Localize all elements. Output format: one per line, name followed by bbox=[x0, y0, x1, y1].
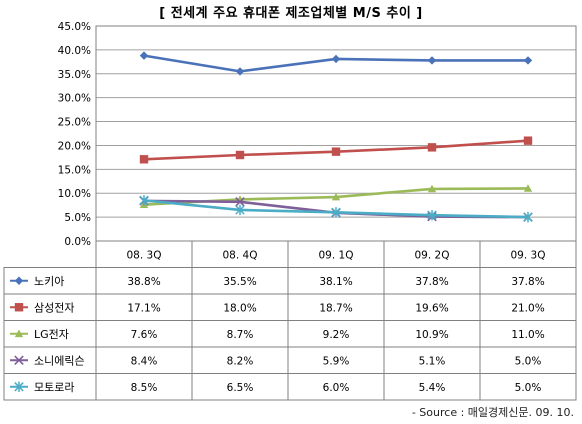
data-table-value: 9.2% bbox=[323, 329, 350, 341]
series-name: 삼성전자 bbox=[34, 301, 74, 314]
y-tick-label: 5.0% bbox=[64, 212, 91, 224]
data-point bbox=[331, 54, 341, 64]
series-1 bbox=[139, 51, 533, 76]
data-point bbox=[427, 143, 437, 152]
data-table-value: 5.4% bbox=[419, 382, 446, 394]
data-point bbox=[235, 197, 245, 207]
data-point bbox=[139, 195, 149, 206]
x-category-label: 09. 2Q bbox=[415, 249, 450, 261]
data-table-value: 5.1% bbox=[419, 355, 446, 367]
data-table-value: 8.4% bbox=[131, 355, 158, 367]
data-point bbox=[331, 147, 341, 156]
data-table-value: 10.9% bbox=[415, 329, 448, 341]
y-tick-label: 25.0% bbox=[58, 117, 91, 129]
y-tick-label: 40.0% bbox=[58, 45, 91, 57]
data-point bbox=[331, 207, 341, 218]
data-point bbox=[139, 155, 149, 164]
data-table-value: 5.0% bbox=[515, 355, 542, 367]
series-5 bbox=[139, 195, 533, 223]
data-table-value: 18.0% bbox=[223, 302, 256, 314]
data-table-value: 38.8% bbox=[127, 276, 160, 288]
chart-title: [ 전세계 주요 휴대폰 제조업체별 M/S 추이 ] bbox=[159, 6, 423, 21]
data-table-frame bbox=[3, 267, 577, 401]
data-table-value: 6.5% bbox=[227, 382, 254, 394]
y-tick-label: 45.0% bbox=[58, 21, 91, 33]
data-table-value: 35.5% bbox=[223, 276, 256, 288]
x-category-label: 08. 4Q bbox=[223, 249, 258, 261]
data-point bbox=[427, 56, 437, 65]
data-point bbox=[523, 56, 533, 65]
y-tick-label: 35.0% bbox=[58, 69, 91, 81]
data-point bbox=[235, 204, 245, 216]
series-name: LG전자 bbox=[34, 328, 69, 341]
data-table-value: 19.6% bbox=[415, 302, 448, 314]
series-2 bbox=[139, 136, 533, 164]
data-point bbox=[139, 51, 149, 60]
legend-key-marker bbox=[14, 303, 24, 312]
data-table-value: 21.0% bbox=[511, 302, 544, 314]
data-point bbox=[427, 184, 437, 193]
data-point bbox=[331, 192, 341, 201]
series-name: 노키아 bbox=[34, 275, 64, 288]
x-category-label: 09. 3Q bbox=[511, 249, 546, 261]
plot-area-frame bbox=[95, 25, 577, 242]
data-point bbox=[235, 150, 245, 160]
data-table-value: 5.0% bbox=[515, 382, 542, 394]
data-point bbox=[523, 136, 533, 145]
data-point bbox=[235, 67, 245, 76]
legend-key-marker bbox=[14, 381, 24, 392]
data-table-value: 6.0% bbox=[323, 382, 350, 394]
data-table-value: 17.1% bbox=[127, 302, 160, 314]
data-table-value: 11.0% bbox=[511, 329, 544, 341]
data-point bbox=[427, 210, 437, 221]
series-name: 소니에릭슨 bbox=[34, 354, 85, 367]
data-table-value: 18.7% bbox=[319, 302, 352, 314]
legend-key-marker bbox=[14, 276, 24, 285]
data-table-value: 38.1% bbox=[319, 276, 352, 288]
y-tick-label: 0.0% bbox=[64, 236, 91, 248]
series-3 bbox=[139, 184, 533, 209]
data-table-value: 8.2% bbox=[227, 355, 254, 367]
y-tick-label: 20.0% bbox=[58, 140, 91, 152]
data-table-value: 37.8% bbox=[415, 276, 448, 288]
data-table-value: 37.8% bbox=[511, 276, 544, 288]
legend-key-marker bbox=[14, 329, 24, 338]
data-table-value: 8.7% bbox=[227, 329, 254, 341]
y-tick-label: 15.0% bbox=[58, 164, 91, 176]
y-tick-label: 10.0% bbox=[58, 188, 91, 200]
data-table-value: 5.9% bbox=[323, 355, 350, 367]
series-name: 모토로라 bbox=[34, 381, 74, 394]
y-tick-label: 30.0% bbox=[58, 93, 91, 105]
data-table-value: 8.5% bbox=[131, 382, 158, 394]
data-point bbox=[523, 211, 533, 223]
x-category-label: 09. 1Q bbox=[319, 249, 354, 261]
data-table-value: 7.6% bbox=[131, 329, 158, 341]
source-note: - Source : 매일경제신문. 09. 10. bbox=[411, 406, 574, 419]
marker-stroke bbox=[235, 197, 245, 207]
legend-key-marker bbox=[14, 355, 24, 366]
data-point bbox=[523, 184, 533, 192]
x-category-label: 08. 3Q bbox=[127, 249, 162, 261]
marker-stroke bbox=[14, 355, 24, 366]
